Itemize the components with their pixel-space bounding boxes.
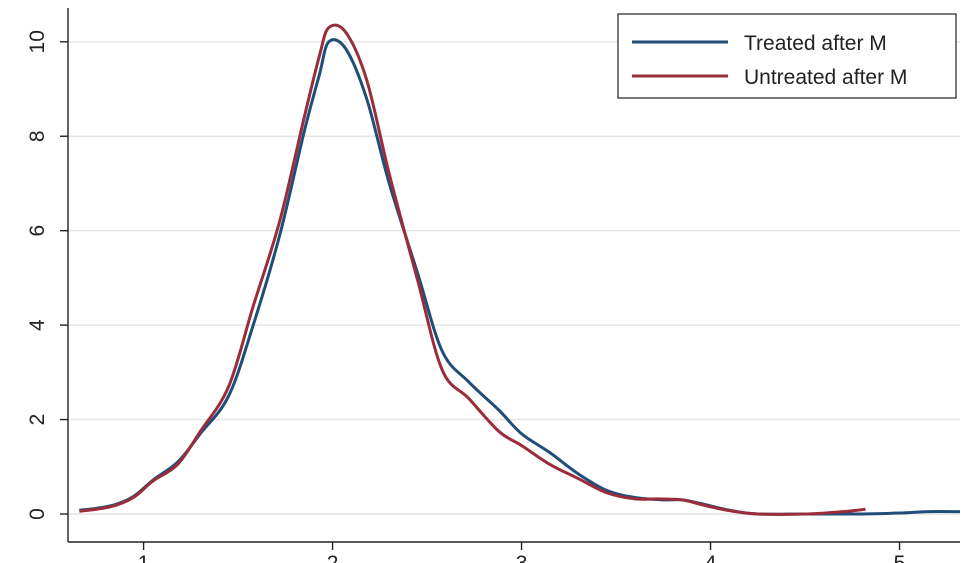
y-tick-label-2: 2 — [26, 414, 49, 426]
x-tick-label-5: 5 — [894, 552, 906, 563]
y-tick-label-8: 8 — [26, 130, 49, 142]
x-tick-label-4: 4 — [705, 552, 717, 563]
legend-box — [617, 13, 957, 99]
axes: 024681012345 — [26, 8, 960, 563]
y-tick-label-0: 0 — [26, 508, 49, 520]
y-tick-label-4: 4 — [26, 319, 49, 331]
x-tick-label-3: 3 — [516, 552, 528, 563]
legend-label-treated: Treated after M — [744, 32, 887, 55]
x-tick-label-2: 2 — [327, 552, 339, 563]
series-lines — [79, 23, 961, 516]
legend: Treated after M Untreated after M — [617, 13, 957, 99]
x-tick-label-1: 1 — [138, 552, 150, 563]
y-tick-label-6: 6 — [26, 225, 49, 237]
y-tick-label-10: 10 — [26, 30, 49, 53]
series-line-untreated — [79, 23, 866, 516]
legend-label-untreated: Untreated after M — [744, 66, 907, 89]
